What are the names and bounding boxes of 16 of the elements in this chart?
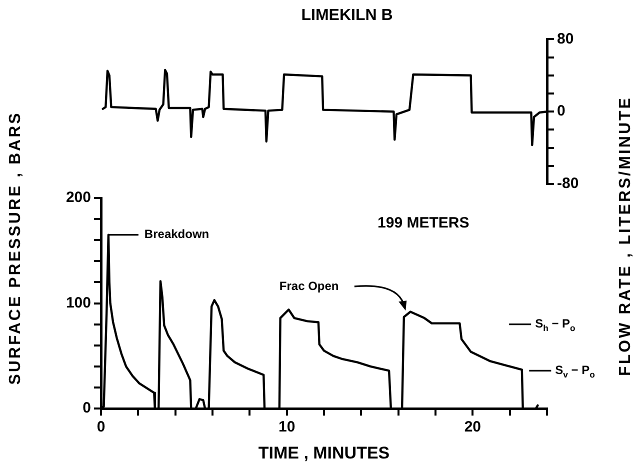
annotation: Frac Open [279, 278, 339, 293]
x-tick-label: 10 [278, 418, 296, 436]
y2-tick-label: 80 [557, 30, 574, 48]
y-tick-label: 200 [66, 189, 91, 206]
y-tick-label: 100 [66, 294, 91, 312]
y2-axis-title: FLOW RATE , LITERS/MINUTE [617, 96, 635, 376]
y-axis-title: SURFACE PRESSURE , BARS [7, 111, 25, 385]
annotation: 199 METERS [378, 214, 470, 232]
y2-tick-label: -80 [557, 175, 579, 192]
x-tick-label: 0 [96, 418, 106, 436]
y-tick-label: 0 [82, 400, 91, 417]
x-axis-title: TIME , MINUTES [258, 443, 390, 462]
y2-tick-label: 0 [557, 102, 566, 120]
annotation: Breakdown [144, 227, 210, 242]
chart-title: LIMEKILN B [301, 7, 393, 24]
x-tick-label: 20 [464, 418, 482, 436]
